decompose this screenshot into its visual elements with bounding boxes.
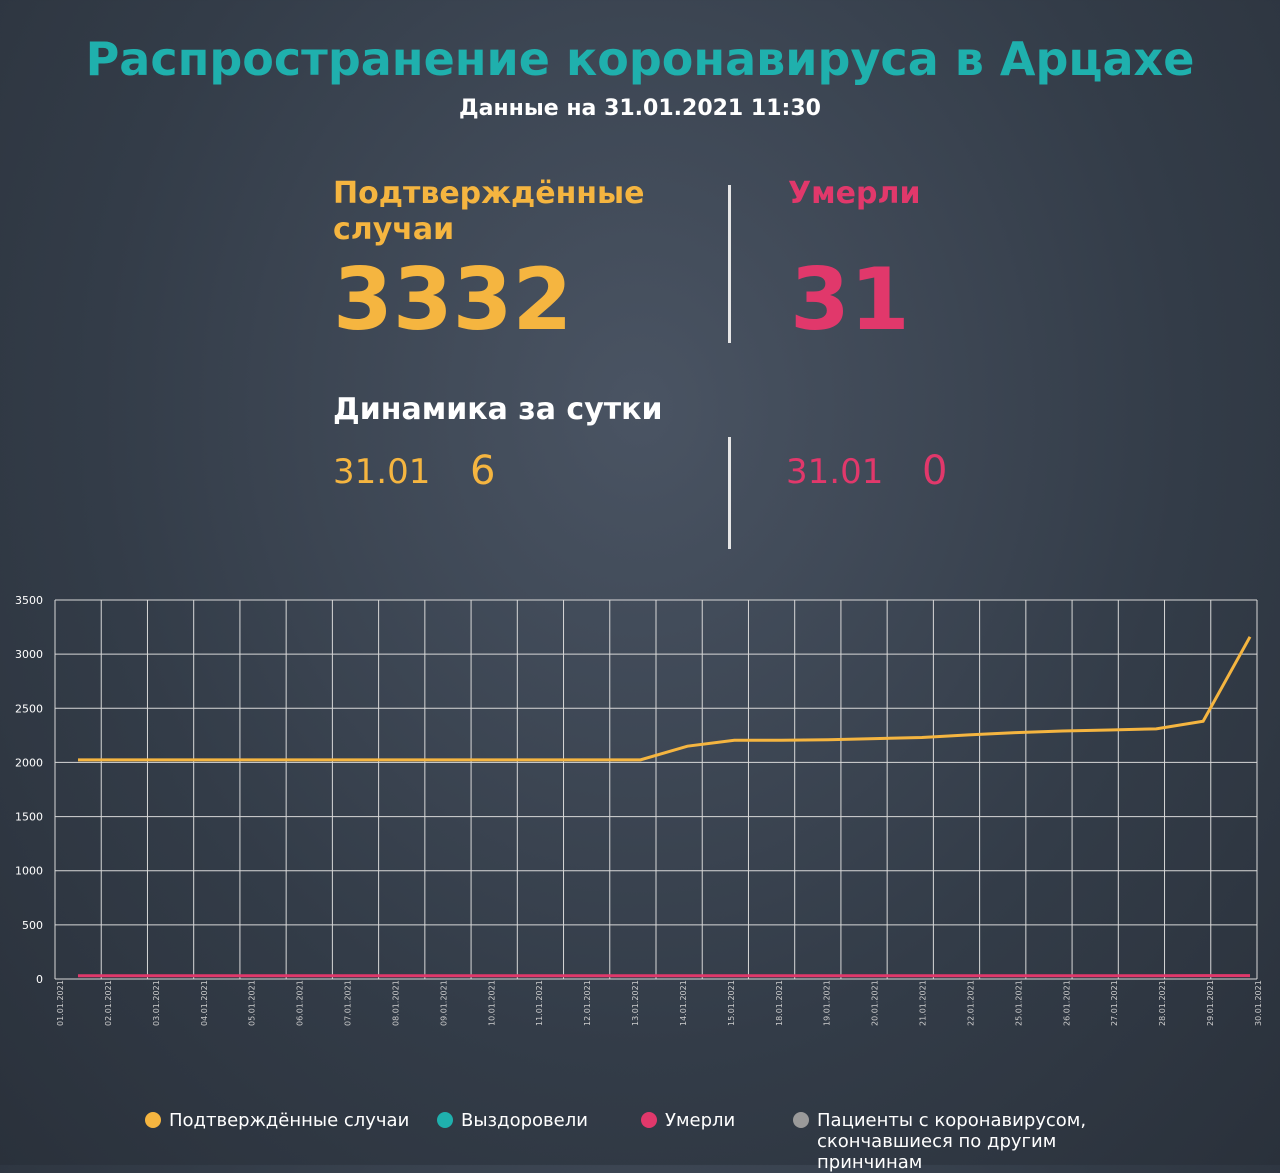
page-title: Распространение коронавируса в Арцахе [0,32,1280,86]
y-tick-label: 3500 [15,594,43,607]
x-tick-label: 30.01.2021 [1254,980,1263,1026]
x-tick-label: 18.01.2021 [775,980,784,1026]
divider [728,437,731,549]
x-tick-label: 11.01.2021 [535,980,544,1026]
x-tick-label: 01.01.2021 [56,980,65,1026]
x-tick-label: 05.01.2021 [248,980,257,1026]
page-subtitle: Данные на 31.01.2021 11:30 [0,96,1280,121]
y-tick-label: 3000 [15,648,43,661]
deaths-day: 31.01 [786,452,883,492]
divider [728,185,731,343]
legend-dot-icon [793,1112,809,1128]
legend-recovered: Выздоровели [437,1110,588,1131]
legend-label: Пациенты с коронавирусом, скончавшиеся п… [817,1110,1153,1173]
series-line [78,637,1250,760]
y-tick-label: 1500 [15,811,43,824]
y-tick-label: 2500 [15,702,43,715]
y-tick-label: 1000 [15,865,43,878]
line-chart: 0 500 1000 1500 2000 2500 3000 3500 01.01.2021 02… [0,590,1280,1030]
legend-dot-icon [437,1112,453,1128]
legend-label: Подтверждённые случаи [169,1110,409,1131]
legend-label: Умерли [665,1110,735,1131]
x-tick-label: 12.01.2021 [583,980,592,1026]
confirmed-label: Подтверждённые случаи [333,176,633,248]
x-tick-label: 04.01.2021 [200,980,209,1026]
x-tick-label: 28.01.2021 [1158,980,1167,1026]
x-tick-label: 21.01.2021 [919,980,928,1026]
legend-dot-icon [641,1112,657,1128]
legend-other: Пациенты с коронавирусом, скончавшиеся п… [793,1110,1153,1173]
x-tick-label: 14.01.2021 [679,980,688,1026]
x-tick-label: 10.01.2021 [487,980,496,1026]
confirmed-value: 3332 [333,250,572,350]
x-tick-label: 06.01.2021 [296,980,305,1026]
deaths-label: Умерли [788,176,920,212]
x-tick-label: 13.01.2021 [631,980,640,1026]
legend-label: Выздоровели [461,1110,588,1131]
legend-dot-icon [145,1112,161,1128]
x-tick-label: 26.01.2021 [1062,980,1071,1026]
x-tick-label: 15.01.2021 [727,980,736,1026]
dynamics-title: Динамика за сутки [333,392,663,428]
confirmed-delta: 6 [470,448,495,494]
deaths-value: 31 [790,250,910,350]
x-tick-label: 09.01.2021 [439,980,448,1026]
x-tick-label: 27.01.2021 [1110,980,1119,1026]
legend-confirmed: Подтверждённые случаи [145,1110,409,1131]
y-tick-label: 0 [36,973,43,986]
x-tick-label: 29.01.2021 [1206,980,1215,1026]
x-tick-label: 20.01.2021 [871,980,880,1026]
x-tick-label: 03.01.2021 [152,980,161,1026]
y-tick-label: 2000 [15,756,43,769]
x-tick-label: 25.01.2021 [1014,980,1023,1026]
x-tick-label: 22.01.2021 [966,980,975,1026]
x-tick-label: 07.01.2021 [344,980,353,1026]
y-tick-label: 500 [22,919,43,932]
deaths-delta: 0 [922,448,947,494]
x-tick-label: 02.01.2021 [104,980,113,1026]
legend-deaths: Умерли [641,1110,735,1131]
confirmed-day: 31.01 [333,452,430,492]
x-tick-label: 19.01.2021 [823,980,832,1026]
x-tick-label: 08.01.2021 [391,980,400,1026]
